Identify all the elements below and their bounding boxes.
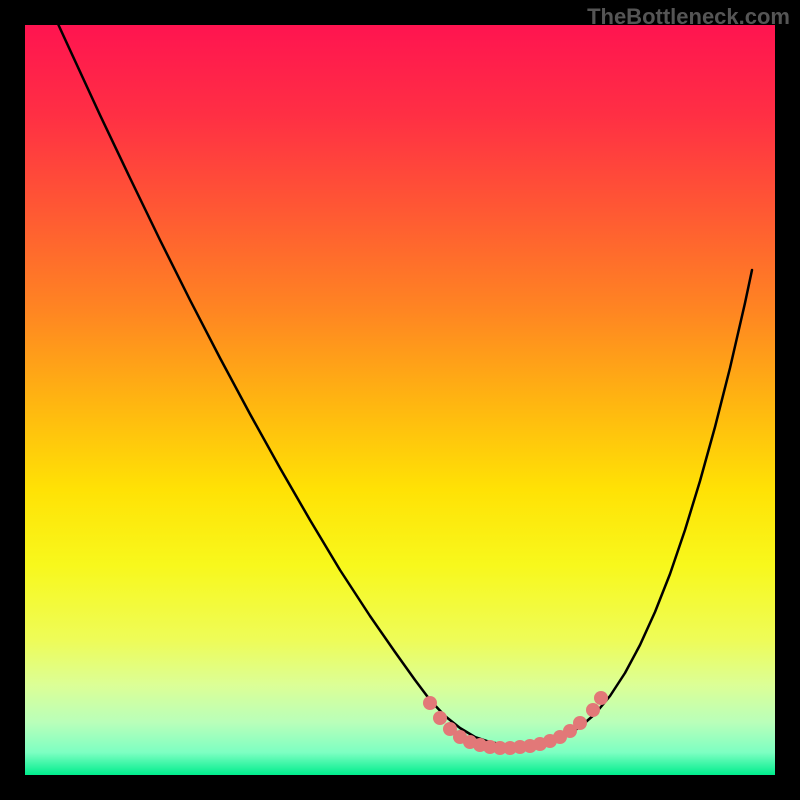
curve-dot [594, 691, 608, 705]
bottom-dots [25, 25, 775, 775]
curve-dot [573, 716, 587, 730]
curve-dot [423, 696, 437, 710]
curve-dot [586, 703, 600, 717]
attribution-label: TheBottleneck.com [587, 4, 790, 30]
curve-dot [433, 711, 447, 725]
chart-canvas: TheBottleneck.com [0, 0, 800, 800]
plot-region [25, 25, 775, 775]
